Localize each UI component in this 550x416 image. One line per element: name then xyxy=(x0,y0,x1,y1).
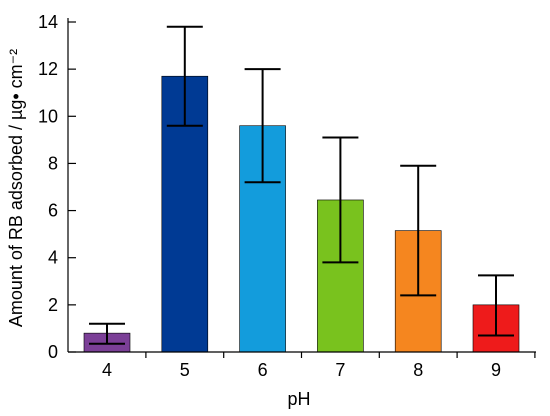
y-tick-label-14: 14 xyxy=(38,12,58,32)
x-tick-label-4: 4 xyxy=(102,360,112,380)
y-tick-label-10: 10 xyxy=(38,106,58,126)
y-tick-label-4: 4 xyxy=(48,248,58,268)
y-tick-label-0: 0 xyxy=(48,342,58,362)
x-tick-label-5: 5 xyxy=(180,360,190,380)
y-tick-label-12: 12 xyxy=(38,59,58,79)
x-tick-label-7: 7 xyxy=(335,360,345,380)
plot-area: 0 2 4 6 8 10 12 14 4 5 6 7 8 9 xyxy=(38,12,536,380)
y-tick-label-6: 6 xyxy=(48,201,58,221)
y-tick-label-2: 2 xyxy=(48,295,58,315)
y-axis-title: Amount of RB adsorbed / µg• cm⁻² xyxy=(6,49,26,327)
x-tick-label-6: 6 xyxy=(258,360,268,380)
x-tick-label-8: 8 xyxy=(413,360,423,380)
x-tick-label-9: 9 xyxy=(491,360,501,380)
x-axis-title: pH xyxy=(287,389,310,409)
y-tick-label-8: 8 xyxy=(48,153,58,173)
